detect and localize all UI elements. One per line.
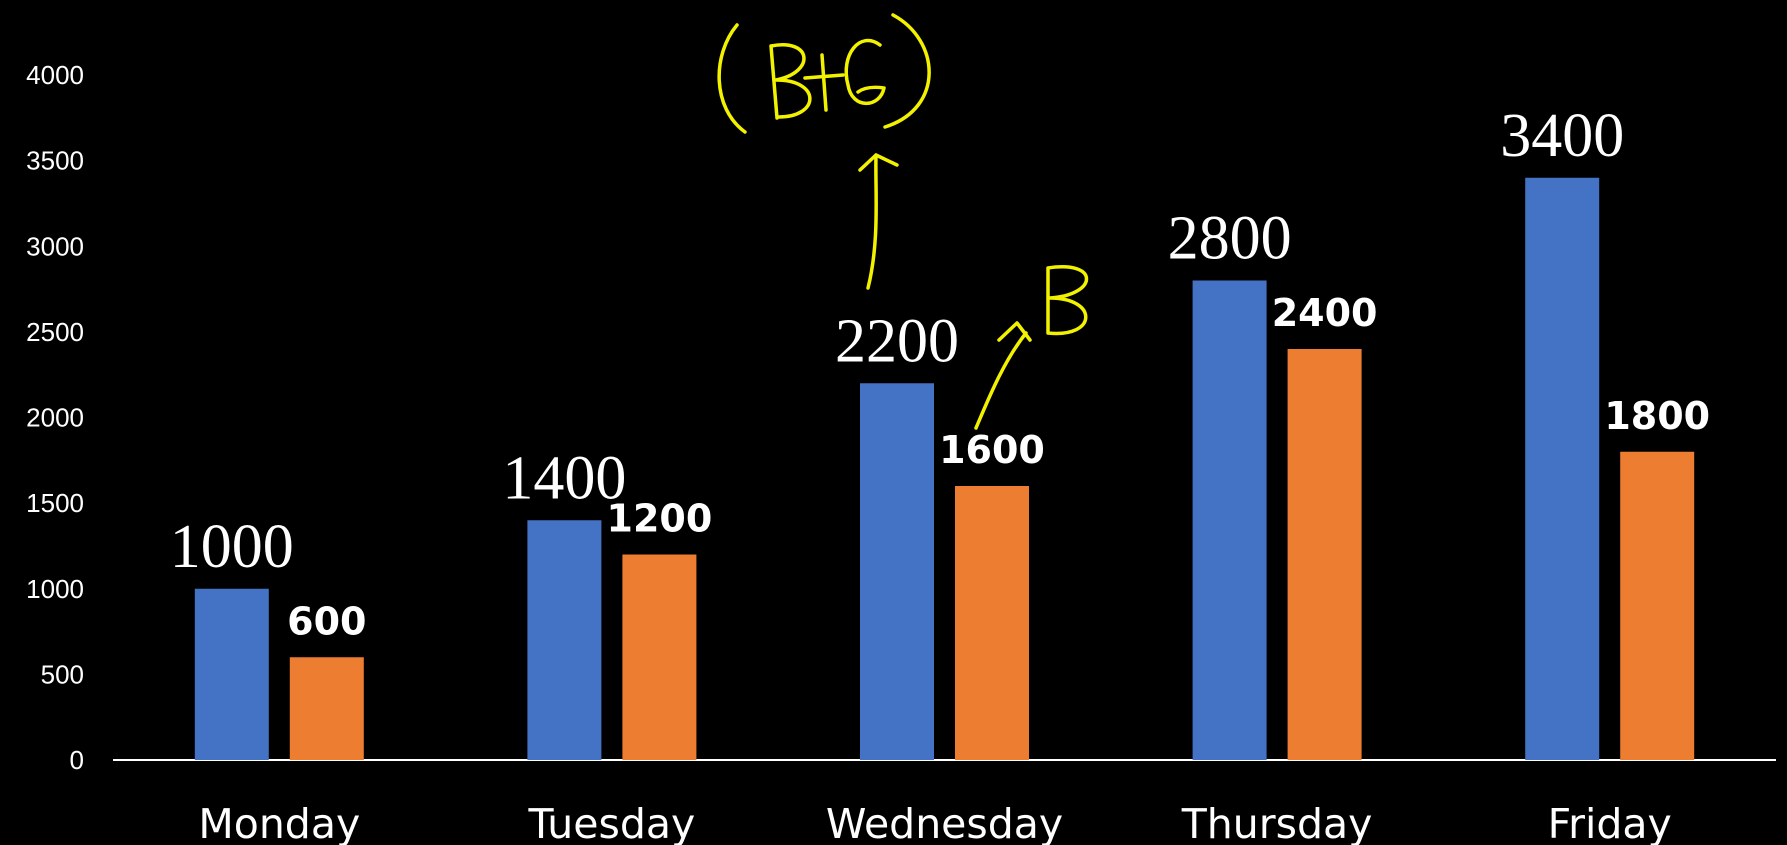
y-tick-label: 500 <box>41 659 84 689</box>
y-tick-label: 1500 <box>26 488 84 518</box>
bar-series-2 <box>622 554 697 760</box>
data-label-series-2: 1200 <box>607 497 713 541</box>
bar-series-2 <box>1287 349 1362 760</box>
annotation-bg-G <box>844 38 886 105</box>
data-label-series-2: 1600 <box>939 428 1045 472</box>
bar-series-2 <box>955 486 1029 760</box>
bar-series-1 <box>527 520 602 760</box>
y-tick-label: 3000 <box>26 231 84 261</box>
y-tick-label: 2500 <box>26 317 84 347</box>
data-label-series-1: 3400 <box>1500 102 1624 170</box>
data-label-series-2: 1800 <box>1604 394 1710 438</box>
bar-series-1 <box>1192 280 1267 760</box>
annotation-bg-left-paren <box>717 23 747 134</box>
bar-series-2 <box>1620 451 1695 760</box>
bar-series-2 <box>289 657 364 760</box>
y-tick-label: 1000 <box>26 574 84 604</box>
annotation-bg-plus <box>803 53 845 112</box>
y-tick-label: 3500 <box>26 146 84 176</box>
data-label-series-2: 600 <box>287 599 366 643</box>
annotation-B-letter <box>1046 265 1089 336</box>
y-tick-label: 4000 <box>26 60 84 90</box>
annotation-arrow-to-B <box>974 321 1032 430</box>
annotation-bg-B <box>769 43 812 120</box>
data-label-series-1: 2200 <box>835 307 959 375</box>
y-tick-label: 0 <box>70 745 84 775</box>
bar-series-1 <box>194 588 269 760</box>
data-label-series-1: 1000 <box>170 513 294 581</box>
data-label-series-1: 2800 <box>1168 205 1292 273</box>
handwritten-annotations <box>717 13 1089 430</box>
data-label-series-1: 1400 <box>502 444 626 512</box>
y-tick-label: 2000 <box>26 403 84 433</box>
annotation-arrow-up <box>858 153 899 290</box>
bar-series-1 <box>1525 177 1600 760</box>
x-category-label: Tuesday <box>527 800 695 845</box>
x-category-label: Friday <box>1548 800 1672 845</box>
annotation-bg-right-paren <box>883 13 931 129</box>
x-category-label: Wednesday <box>826 800 1063 845</box>
bar-series-1 <box>860 383 934 760</box>
x-category-label: Monday <box>198 800 360 845</box>
data-label-series-2: 2400 <box>1272 291 1378 335</box>
x-category-label: Thursday <box>1181 800 1373 845</box>
